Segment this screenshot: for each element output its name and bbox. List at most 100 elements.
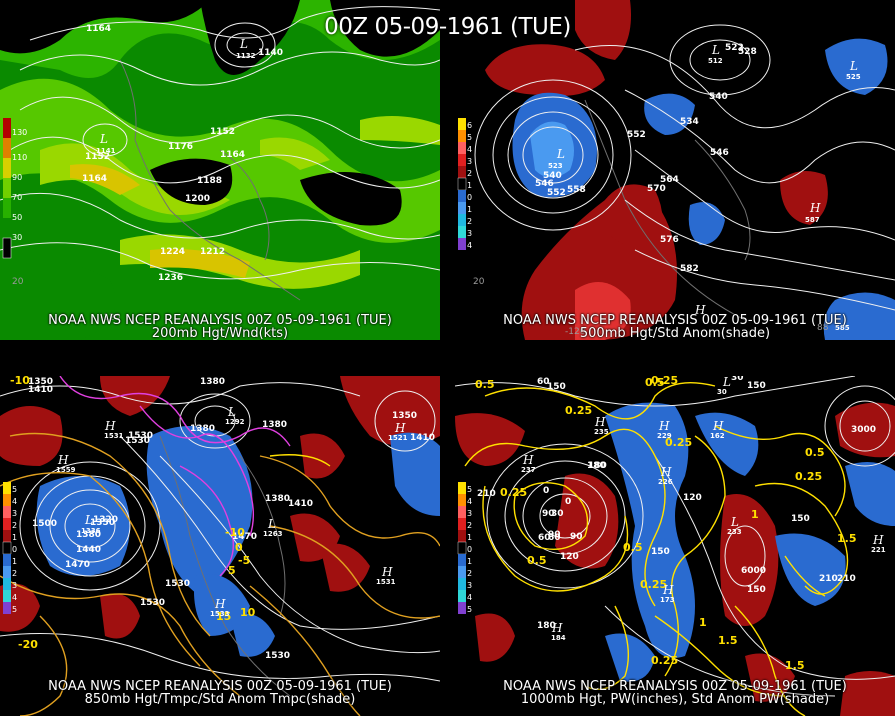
pw-label: 0.25 [640, 578, 667, 591]
panel-subtitle: 1000mb Hgt, PW(inches), Std Anom PW(shad… [520, 692, 830, 707]
colorbar-label: 0 [12, 545, 17, 554]
colorbar-500mb: 6 5 4 3 2 1 0 1 2 3 4 [457, 118, 472, 250]
contour-label: 570 [647, 184, 666, 194]
high-value: 162 [710, 432, 725, 440]
panel-subtitle: 500mb Hgt/Std Anom(shade) [579, 326, 771, 341]
colorbar-label: 5 [467, 605, 472, 614]
high-value: 1521 [388, 434, 408, 442]
contour-label: 30 [551, 509, 564, 519]
contour-label: 1410 [410, 433, 435, 443]
high-symbol: H [594, 415, 606, 429]
panel-850mb-temp: 1350 1410 1380 1530 1380 1380 1350 1410 … [0, 376, 440, 716]
contour-label: 120 [759, 376, 778, 377]
pw-label: 0.25 [665, 436, 692, 449]
contour-label: 1152 [210, 127, 235, 137]
high-value: 1559 [56, 466, 76, 474]
contour-label: 552 [627, 130, 646, 140]
colorbar-label: 2 [467, 217, 472, 226]
high-value: 221 [871, 546, 886, 554]
high-symbol: H [712, 419, 724, 433]
map-200mb: 1164 1140 1152 1176 1164 1152 1164 1188 … [0, 0, 440, 340]
contour-label: 1470 [232, 532, 257, 542]
contour-label: 120 [759, 376, 778, 379]
pw-labels: 0.5 0.25 0.5 0.25 0.25 0.5 0.25 0.25 1.5… [475, 376, 857, 672]
map-850mb: 1350 1410 1380 1530 1380 1380 1350 1410 … [0, 376, 440, 716]
contour-label: 150 [547, 382, 566, 392]
panel-500mb-anom: 522 528 540 534 552 546 540 546 552 558 … [455, 0, 895, 340]
colorbar-label: 6 [467, 121, 472, 130]
pw-label: 0.5 [527, 554, 547, 567]
contour-label: 210 [837, 574, 856, 584]
contour-label: 546 [535, 179, 554, 189]
colorbar-label: 3 [12, 509, 17, 518]
pw-label: 0.25 [651, 376, 678, 387]
high-value: 1531 [104, 432, 124, 440]
low-value: 30 [717, 388, 727, 396]
map-1000mb: 60 30 120 150 120 180 180 210 150 210 90… [455, 376, 895, 716]
contour-label: 30 [731, 376, 744, 383]
contour-label: 1200 [185, 194, 210, 204]
contour-label: 90 [570, 532, 583, 542]
low-symbol: L [711, 43, 720, 57]
colorbar-label: 5 [12, 485, 17, 494]
contour-label: 60 [548, 533, 561, 543]
panel-200mb-wind: 1164 1140 1152 1176 1164 1152 1164 1188 … [0, 0, 440, 340]
low-symbol: L [556, 147, 565, 161]
high-value: 173 [660, 596, 675, 604]
pw-label: 0.5 [623, 541, 643, 554]
low-symbol: L [239, 37, 248, 51]
high-symbol: H [872, 533, 884, 547]
low-symbol: L [730, 515, 739, 529]
longitude-label: 88 [817, 323, 829, 333]
contour-labels-200mb: 1164 1140 1152 1176 1164 1152 1164 1188 … [82, 24, 283, 283]
longitude-label: 20 [12, 277, 24, 287]
high-value: 235 [594, 428, 609, 436]
low-value: 523 [548, 162, 563, 170]
temp-label: -10 [10, 376, 30, 387]
colorbar-label: 0 [467, 545, 472, 554]
low-value: 1263 [263, 530, 283, 538]
colorbar-label: 3 [467, 581, 472, 590]
panel-subtitle: 200mb Hgt/Wnd(kts) [151, 326, 289, 341]
contour-label: 120 [560, 552, 579, 562]
colorbar-label: 2 [12, 569, 17, 578]
contour-label: 150 [791, 514, 810, 524]
contour-label: 180 [815, 376, 834, 379]
contour-label: 180 [588, 461, 607, 471]
contour-label: 1380 [265, 494, 290, 504]
colorbar-label: 130 [12, 128, 27, 137]
contour-label: 1530 [265, 651, 290, 661]
colorbar-label: 70 [12, 193, 22, 202]
pw-label: 1.5 [718, 634, 738, 647]
colorbar-label: 1 [12, 533, 17, 542]
low-symbol: L [84, 513, 93, 527]
contour-label: 1140 [258, 48, 283, 58]
contour-label: 1530 [165, 579, 190, 589]
contour-label: 90 [548, 530, 561, 540]
panel-title: NOAA NWS NCEP REANALYSIS 00Z 05-09-1961 … [503, 313, 847, 328]
colorbar-1000mb: 5 4 3 2 1 0 1 2 3 4 5 [457, 482, 472, 614]
contour-label: 576 [660, 235, 679, 245]
colorbar-200mb: 130 110 90 70 50 30 [2, 118, 27, 259]
longitude-label: 20 [473, 277, 485, 287]
contour-label: 540 [543, 171, 562, 181]
high-symbol: H [57, 453, 69, 467]
low-symbol: L [227, 405, 236, 419]
colorbar-label: 1 [467, 181, 472, 190]
contour-label: 60 [538, 533, 551, 543]
colorbar-label: 3 [467, 509, 472, 518]
contour-label: 1350 [392, 411, 417, 421]
contour-label: 1380 [76, 530, 101, 540]
pw-label: 0.25 [651, 654, 678, 667]
low-symbol: L [99, 132, 108, 146]
high-symbol: H [522, 453, 534, 467]
high-value: 587 [805, 216, 820, 224]
longitude-label: -120 [100, 313, 121, 323]
map-500mb: 522 528 540 534 552 546 540 546 552 558 … [455, 0, 895, 340]
contour-label: 1530 [128, 431, 153, 441]
pw-label: 0.25 [500, 486, 527, 499]
contour-label: 1500 [32, 519, 57, 529]
colorbar-label: 5 [467, 485, 472, 494]
panel-title: NOAA NWS NCEP REANALYSIS 00Z 05-09-1961 … [48, 313, 392, 328]
temp-label: -20 [18, 638, 38, 651]
